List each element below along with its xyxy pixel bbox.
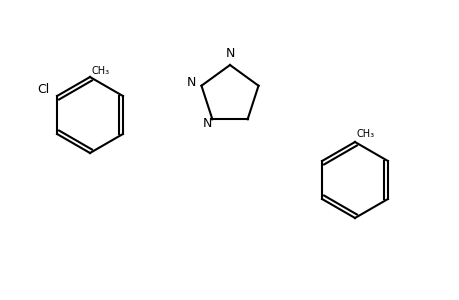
Text: N: N xyxy=(202,117,212,130)
Text: N: N xyxy=(186,76,196,89)
Text: Cl: Cl xyxy=(37,83,49,96)
Text: CH₃: CH₃ xyxy=(356,129,374,139)
Text: N: N xyxy=(225,47,234,60)
Text: CH₃: CH₃ xyxy=(92,66,110,76)
